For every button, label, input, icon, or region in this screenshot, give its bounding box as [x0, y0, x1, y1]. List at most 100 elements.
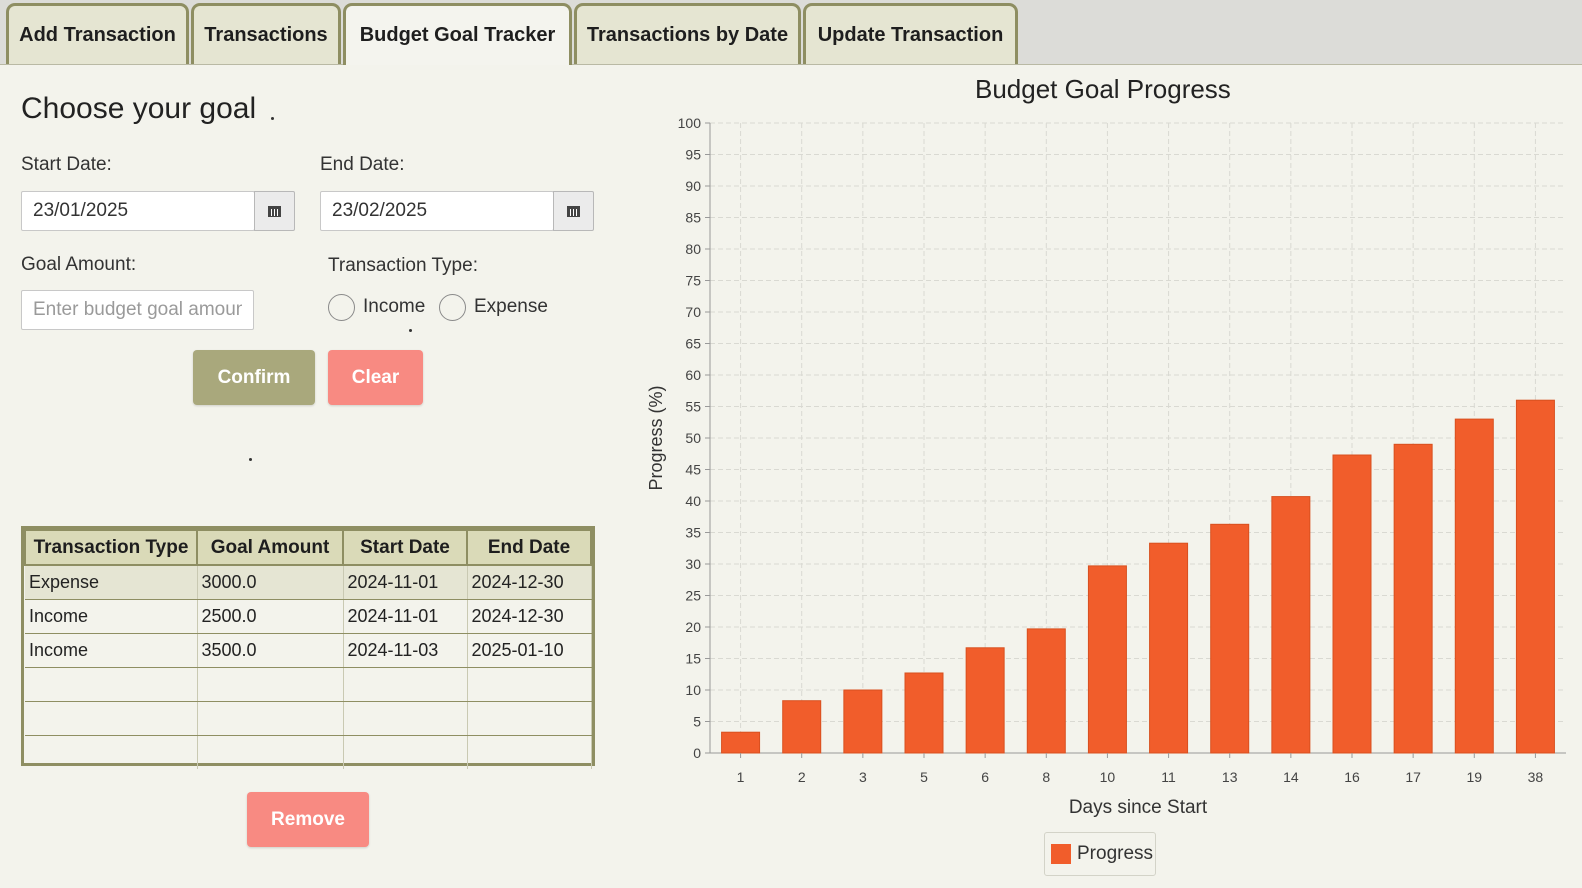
legend-swatch	[1051, 844, 1071, 864]
y-tick-label: 55	[685, 399, 701, 415]
cell-start-date: 2024-11-01	[343, 565, 468, 600]
empty-cell	[197, 701, 344, 736]
bar	[965, 647, 1005, 754]
goal-amount-label: Goal Amount:	[21, 254, 137, 275]
empty-cell	[197, 667, 344, 702]
x-tick-label: 5	[920, 769, 928, 785]
bar	[904, 672, 944, 754]
y-tick-label: 35	[685, 525, 701, 541]
y-tick-label: 65	[685, 336, 701, 352]
empty-cell	[343, 735, 468, 769]
x-tick-label: 6	[981, 769, 989, 785]
end-date-picker-button[interactable]	[553, 191, 594, 231]
empty-cell	[25, 735, 198, 769]
bar	[1271, 496, 1311, 754]
x-tick-label: 14	[1283, 769, 1299, 785]
bar	[1026, 628, 1066, 754]
expense-radio[interactable]	[439, 294, 466, 321]
y-tick-label: 50	[685, 430, 701, 446]
income-radio[interactable]	[328, 294, 355, 321]
table-row[interactable]: Income 2500.0 2024-11-01 2024-12-30	[25, 599, 592, 634]
goal-amount-input[interactable]	[21, 290, 254, 330]
empty-cell	[197, 735, 344, 769]
empty-cell	[25, 667, 198, 702]
start-date-field[interactable]: 23/01/2025	[21, 191, 255, 231]
column-header-goal-amount[interactable]: Goal Amount	[196, 529, 344, 566]
cell-goal-amount: 2500.0	[197, 599, 344, 634]
y-tick-label: 15	[685, 651, 701, 667]
cell-end-date: 2025-01-10	[467, 633, 592, 668]
income-radio-label[interactable]: Income	[363, 296, 426, 317]
cell-goal-amount: 3000.0	[197, 565, 344, 600]
decorative-dot	[271, 117, 274, 120]
transaction-type-label: Transaction Type:	[328, 255, 478, 276]
remove-button[interactable]: Remove	[247, 792, 369, 847]
y-tick-label: 25	[685, 588, 701, 604]
table-row[interactable]: Expense 3000.0 2024-11-01 2024-12-30	[25, 565, 592, 600]
goals-table: Transaction Type Goal Amount Start Date …	[21, 526, 595, 769]
start-date-picker-button[interactable]	[254, 191, 295, 231]
expense-radio-label[interactable]: Expense	[474, 296, 548, 317]
table-row[interactable]: Income 3500.0 2024-11-03 2025-01-10	[25, 633, 592, 668]
x-tick-label: 10	[1100, 769, 1116, 785]
table-row-empty	[25, 701, 592, 736]
bar-chart: 0510152025303540455055606570758085909510…	[646, 115, 1566, 818]
tab-add-transaction[interactable]: Add Transaction	[6, 3, 189, 64]
cell-transaction-type: Income	[25, 599, 198, 634]
x-tick-label: 17	[1405, 769, 1421, 785]
legend-label: Progress	[1077, 843, 1154, 864]
y-tick-label: 95	[685, 147, 701, 163]
clear-button[interactable]: Clear	[328, 350, 423, 405]
x-tick-label: 3	[859, 769, 867, 785]
tab-update-transaction[interactable]: Update Transaction	[803, 3, 1018, 64]
confirm-button[interactable]: Confirm	[193, 350, 315, 405]
tab-transactions[interactable]: Transactions	[191, 3, 341, 64]
bar	[843, 689, 883, 754]
empty-cell	[467, 667, 592, 702]
table-row-empty	[25, 735, 592, 769]
decorative-dot	[249, 458, 252, 461]
chart-legend: Progress	[1044, 832, 1156, 876]
x-tick-label: 11	[1161, 769, 1176, 785]
bar	[1393, 443, 1433, 754]
cell-goal-amount: 3500.0	[197, 633, 344, 668]
bar	[1515, 399, 1555, 754]
bar	[1332, 454, 1372, 754]
y-tick-label: 85	[685, 210, 701, 226]
empty-cell	[25, 701, 198, 736]
empty-cell	[467, 735, 592, 769]
x-tick-label: 16	[1344, 769, 1360, 785]
start-date-label: Start Date:	[21, 154, 112, 175]
y-axis-label: Progress (%)	[646, 385, 666, 490]
x-tick-label: 19	[1466, 769, 1482, 785]
tab-transactions-by-date[interactable]: Transactions by Date	[574, 3, 801, 64]
x-tick-label: 13	[1222, 769, 1238, 785]
x-axis-label: Days since Start	[1069, 797, 1208, 818]
y-tick-label: 70	[685, 304, 701, 320]
cell-transaction-type: Income	[25, 633, 198, 668]
x-tick-label: 2	[798, 769, 806, 785]
empty-cell	[343, 667, 468, 702]
y-tick-label: 80	[685, 241, 701, 257]
tab-budget-goal-tracker[interactable]: Budget Goal Tracker	[343, 3, 572, 65]
bar	[1087, 565, 1127, 754]
y-tick-label: 5	[693, 714, 701, 730]
calendar-icon	[268, 205, 281, 217]
column-header-start-date[interactable]: Start Date	[342, 529, 468, 566]
bar	[782, 700, 822, 754]
x-tick-label: 38	[1528, 769, 1544, 785]
bar	[1454, 418, 1494, 754]
y-tick-label: 100	[678, 115, 702, 131]
empty-cell	[467, 701, 592, 736]
column-header-transaction-type[interactable]: Transaction Type	[24, 529, 198, 566]
cell-transaction-type: Expense	[25, 565, 198, 600]
cell-end-date: 2024-12-30	[467, 599, 592, 634]
chart-title: Budget Goal Progress	[975, 74, 1231, 104]
empty-cell	[343, 701, 468, 736]
end-date-field[interactable]: 23/02/2025	[320, 191, 554, 231]
y-tick-label: 75	[685, 273, 701, 289]
bar	[1149, 542, 1189, 754]
x-tick-label: 8	[1042, 769, 1050, 785]
column-header-end-date[interactable]: End Date	[466, 529, 592, 566]
y-tick-label: 45	[685, 462, 701, 478]
